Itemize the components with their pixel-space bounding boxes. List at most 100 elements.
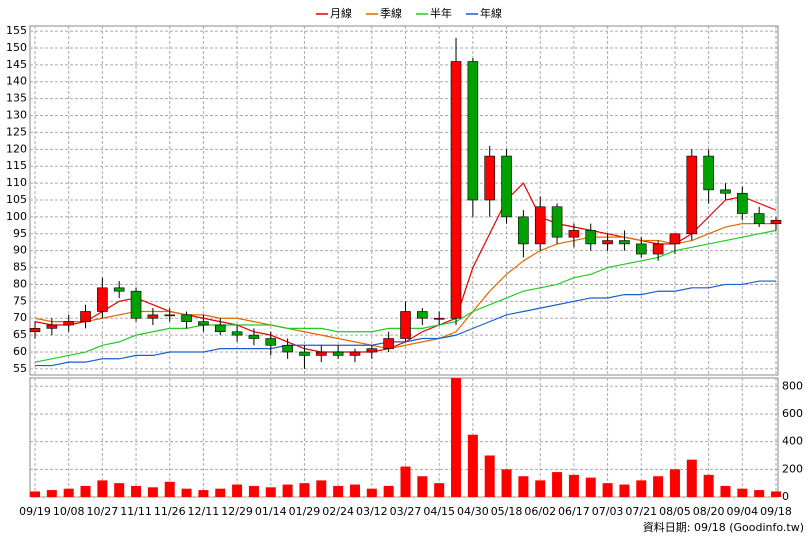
candle-body xyxy=(332,351,344,356)
volume-bar xyxy=(232,484,243,497)
x-tick-label: 11/26 xyxy=(154,505,186,518)
y-tick-label: 120 xyxy=(6,142,27,155)
y-tick-label: 145 xyxy=(6,58,27,71)
candle-body xyxy=(568,230,580,238)
volume-bar xyxy=(653,476,664,497)
x-tick-label: 03/27 xyxy=(390,505,422,518)
volume-bar xyxy=(349,484,360,497)
volume-bar xyxy=(400,466,411,497)
candle-body xyxy=(635,243,647,255)
volume-bar xyxy=(484,455,495,497)
volume-bar xyxy=(97,480,108,497)
ma-line xyxy=(34,223,776,350)
y-tick-label: 65 xyxy=(13,328,27,341)
source-note: 資料日期: 09/18 (Goodinfo.tw) xyxy=(643,520,804,534)
volume-bar xyxy=(248,485,259,497)
y2-tick-label: 400 xyxy=(782,435,803,448)
x-tick-label: 01/14 xyxy=(255,505,287,518)
volume-bar xyxy=(720,485,731,497)
x-tick-label: 03/12 xyxy=(356,505,388,518)
x-tick-label: 10/08 xyxy=(53,505,85,518)
legend-label: 半年 xyxy=(430,6,452,20)
x-tick-label: 08/20 xyxy=(693,505,725,518)
y-tick-label: 60 xyxy=(13,345,27,358)
x-tick-label: 12/11 xyxy=(188,505,220,518)
candle-body xyxy=(737,192,748,214)
y-tick-label: 70 xyxy=(13,311,27,324)
legend-label: 年線 xyxy=(480,6,502,20)
volume-bar xyxy=(737,488,748,497)
candle-body xyxy=(619,240,630,245)
x-tick-label: 10/27 xyxy=(87,505,119,518)
y-tick-label: 80 xyxy=(13,277,27,290)
candle-body xyxy=(585,230,597,245)
candle-body xyxy=(417,311,428,319)
candle-body xyxy=(248,334,260,339)
volume-bar xyxy=(164,481,175,497)
y-tick-label: 95 xyxy=(13,227,27,240)
volume-bar xyxy=(501,469,512,497)
candle-body xyxy=(63,321,74,326)
candle-body xyxy=(147,314,159,319)
volume-bar xyxy=(63,488,74,497)
candle-body xyxy=(518,216,529,245)
y-tick-label: 75 xyxy=(13,294,27,307)
x-tick-label: 01/29 xyxy=(289,505,321,518)
y2-tick-label: 0 xyxy=(782,490,789,503)
candle-body xyxy=(602,240,613,245)
volume-bar xyxy=(46,490,57,497)
y-tick-label: 135 xyxy=(6,92,27,105)
y-tick-label: 85 xyxy=(13,261,27,274)
price-frame xyxy=(29,25,779,376)
y-tick-label: 150 xyxy=(6,41,27,54)
volume-bar xyxy=(417,476,428,497)
candle-body xyxy=(501,155,512,218)
volume-bar xyxy=(366,488,377,497)
candle-body xyxy=(315,351,327,356)
legend-label: 月線 xyxy=(330,6,352,20)
volume-bar xyxy=(215,488,226,497)
candle-body xyxy=(349,351,361,356)
x-tick-label: 04/15 xyxy=(423,505,455,518)
candle-body xyxy=(652,243,664,255)
x-tick-label: 08/05 xyxy=(659,505,691,518)
candle-body xyxy=(113,287,125,292)
y-tick-label: 90 xyxy=(13,244,27,257)
candle-body xyxy=(534,206,546,245)
volume-bar xyxy=(316,480,327,497)
candle-body xyxy=(231,331,243,336)
candle-body xyxy=(720,189,731,194)
volume-bar xyxy=(80,485,91,497)
y-tick-label: 100 xyxy=(6,210,27,223)
candle-body xyxy=(703,155,714,191)
volume-bar xyxy=(114,483,125,497)
x-tick-label: 09/19 xyxy=(19,505,51,518)
legend-label: 季線 xyxy=(380,6,402,20)
candle-body xyxy=(383,338,394,349)
volume-bar xyxy=(754,490,765,497)
volume-bar xyxy=(265,487,276,497)
y2-tick-label: 600 xyxy=(782,407,803,420)
volume-bar xyxy=(198,490,209,497)
volume-bar xyxy=(619,484,630,497)
candle-body xyxy=(467,61,479,201)
volume-bar xyxy=(585,477,596,497)
candle-body xyxy=(198,321,209,326)
y-tick-label: 155 xyxy=(6,24,27,37)
candle-body xyxy=(669,233,681,245)
y-tick-label: 125 xyxy=(6,125,27,138)
candle-body xyxy=(770,219,782,224)
candle-body xyxy=(366,348,378,353)
volume-bar xyxy=(568,474,579,497)
volume-bar xyxy=(131,485,142,497)
volume-bar xyxy=(467,434,478,497)
candle-body xyxy=(282,344,293,353)
candle-body xyxy=(484,155,496,201)
volume-bar xyxy=(451,378,462,497)
candle-body xyxy=(433,317,445,320)
candle-body xyxy=(450,61,462,319)
volume-bar xyxy=(282,484,293,497)
x-tick-label: 09/04 xyxy=(726,505,758,518)
x-tick-label: 07/03 xyxy=(592,505,624,518)
